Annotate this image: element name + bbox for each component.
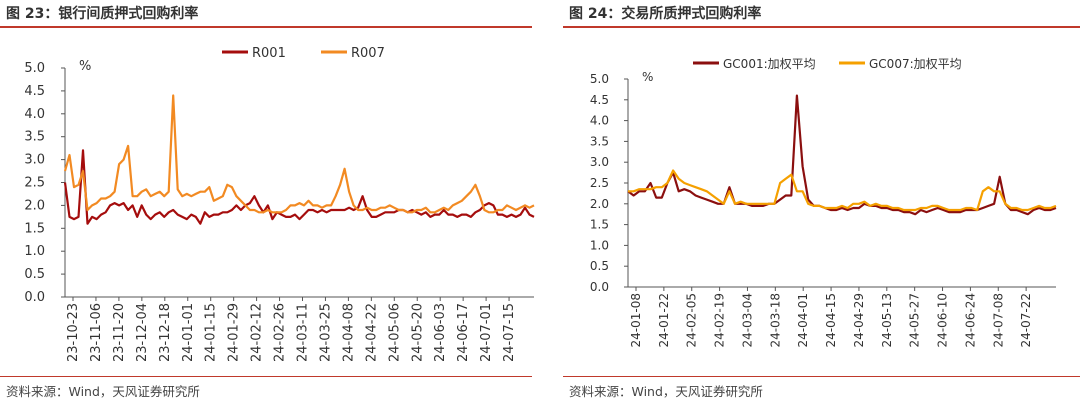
x-tick-label: 24-04-29: [852, 293, 866, 347]
x-tick-label: 24-06-10: [936, 293, 950, 347]
x-tick-label: 23-11-20: [112, 303, 127, 362]
x-tick-label: 23-12-04: [135, 303, 150, 362]
x-tick-label: 24-05-06: [387, 303, 402, 362]
x-tick-label: 24-06-17: [456, 303, 471, 362]
source-note: 资料来源：Wind，天风证券研究所: [569, 384, 763, 399]
y-tick-label: 1.5: [24, 221, 45, 236]
y-tick-label: 2.5: [24, 176, 45, 191]
source-note: 资料来源：Wind，天风证券研究所: [6, 384, 200, 399]
x-tick-label: 23-10-23: [66, 303, 81, 362]
title-rule: [0, 26, 532, 28]
x-tick-label: 24-04-01: [796, 293, 810, 347]
y-tick-label: 4.0: [590, 114, 609, 128]
series-line-2: [628, 169, 1057, 212]
x-tick-label: 24-01-01: [181, 303, 196, 362]
y-tick-label: 0.5: [24, 267, 45, 282]
x-tick-label: 24-03-04: [740, 293, 754, 347]
y-tick-label: 0.0: [24, 290, 45, 305]
x-tick-label: 24-01-08: [629, 293, 643, 347]
legend-label-1: GC001:加权平均: [723, 57, 816, 71]
exchange-repo-chart: 0.0 0.5 1.0 1.5 2.0 2.5 3.0 3.5 4.0 4.5 5.0 % 24-01-…: [590, 57, 1057, 347]
y-tick-label: 0.0: [590, 280, 609, 294]
title-rule: [563, 26, 1080, 28]
y-tick-label: 3.0: [24, 153, 45, 168]
x-tick-label: 24-07-15: [502, 303, 517, 362]
y-tick-label: 3.5: [590, 134, 609, 148]
x-tick-label: 24-02-26: [273, 303, 288, 362]
x-tick-label: 24-07-08: [991, 293, 1005, 347]
x-tick-label: 24-06-24: [963, 293, 977, 347]
x-tick-label: 24-05-27: [908, 293, 922, 347]
y-tick-label: 4.5: [590, 93, 609, 107]
series-line-1: [627, 94, 1057, 216]
x-tick-label: 24-04-22: [364, 303, 379, 362]
y-tick-label: 5.0: [24, 61, 45, 76]
source-rule: [0, 376, 532, 377]
figure-24: 图 24：交易所质押式回购利率 0.0 0.5 1.0 1.5 2.0 2.5 3.0 3.5…: [563, 0, 1080, 401]
interbank-repo-chart: 0.0 0.5 1.0 1.5 2.0 2.5 3.0 3.5 4.0 4.5 5.0 % 23-10-…: [24, 46, 535, 362]
x-tick-label: 23-12-18: [158, 303, 173, 362]
x-tick-label: 24-01-22: [657, 293, 671, 347]
x-tick-label: 24-02-05: [685, 293, 699, 347]
y-axis-label: %: [79, 59, 91, 74]
y-axis-label: %: [642, 70, 653, 84]
series-line-2: [63, 94, 535, 214]
x-tick-label: 24-02-19: [713, 293, 727, 347]
figure-23: 图 23：银行间质押式回购利率 0.0 0.5 1.0 1.5 2.0 2.5 3.0 3.5…: [0, 0, 535, 401]
y-tick-label: 2.0: [24, 198, 45, 213]
y-tick-label: 3.5: [24, 130, 45, 145]
x-tick-label: 24-04-08: [341, 303, 356, 362]
x-tick-label: 24-03-18: [768, 293, 782, 347]
y-tick-label: 1.0: [24, 244, 45, 259]
series-line-1: [63, 149, 535, 225]
x-tick-label: 24-06-03: [433, 303, 448, 362]
x-tick-label: 24-05-20: [410, 303, 425, 362]
x-tick-label: 24-07-01: [479, 303, 494, 362]
y-tick-label: 3.0: [590, 155, 609, 169]
y-tick-label: 4.5: [24, 84, 45, 99]
x-tick-label: 24-05-13: [880, 293, 894, 347]
figure-title: 图 24：交易所质押式回购利率: [569, 6, 762, 22]
figure-title: 图 23：银行间质押式回购利率: [6, 6, 199, 22]
legend-label-2: R007: [351, 46, 385, 61]
x-tick-label: 24-03-25: [318, 303, 333, 362]
x-tick-label: 24-04-15: [824, 293, 838, 347]
x-tick-label: 24-03-11: [296, 303, 311, 362]
x-tick-label: 23-11-06: [89, 303, 104, 362]
y-tick-label: 2.5: [590, 176, 609, 190]
legend-label-2: GC007:加权平均: [869, 57, 962, 71]
y-tick-label: 1.0: [590, 238, 609, 252]
x-tick-label: 24-01-15: [204, 303, 219, 362]
legend-label-1: R001: [252, 46, 286, 61]
source-rule: [563, 376, 1080, 377]
x-tick-label: 24-01-29: [227, 303, 242, 362]
y-tick-label: 5.0: [590, 72, 609, 86]
y-tick-label: 4.0: [24, 107, 45, 122]
y-tick-label: 2.0: [590, 197, 609, 211]
x-tick-label: 24-07-22: [1019, 293, 1033, 347]
x-tick-label: 24-02-12: [250, 303, 265, 362]
y-tick-label: 0.5: [590, 259, 609, 273]
y-tick-label: 1.5: [590, 218, 609, 232]
